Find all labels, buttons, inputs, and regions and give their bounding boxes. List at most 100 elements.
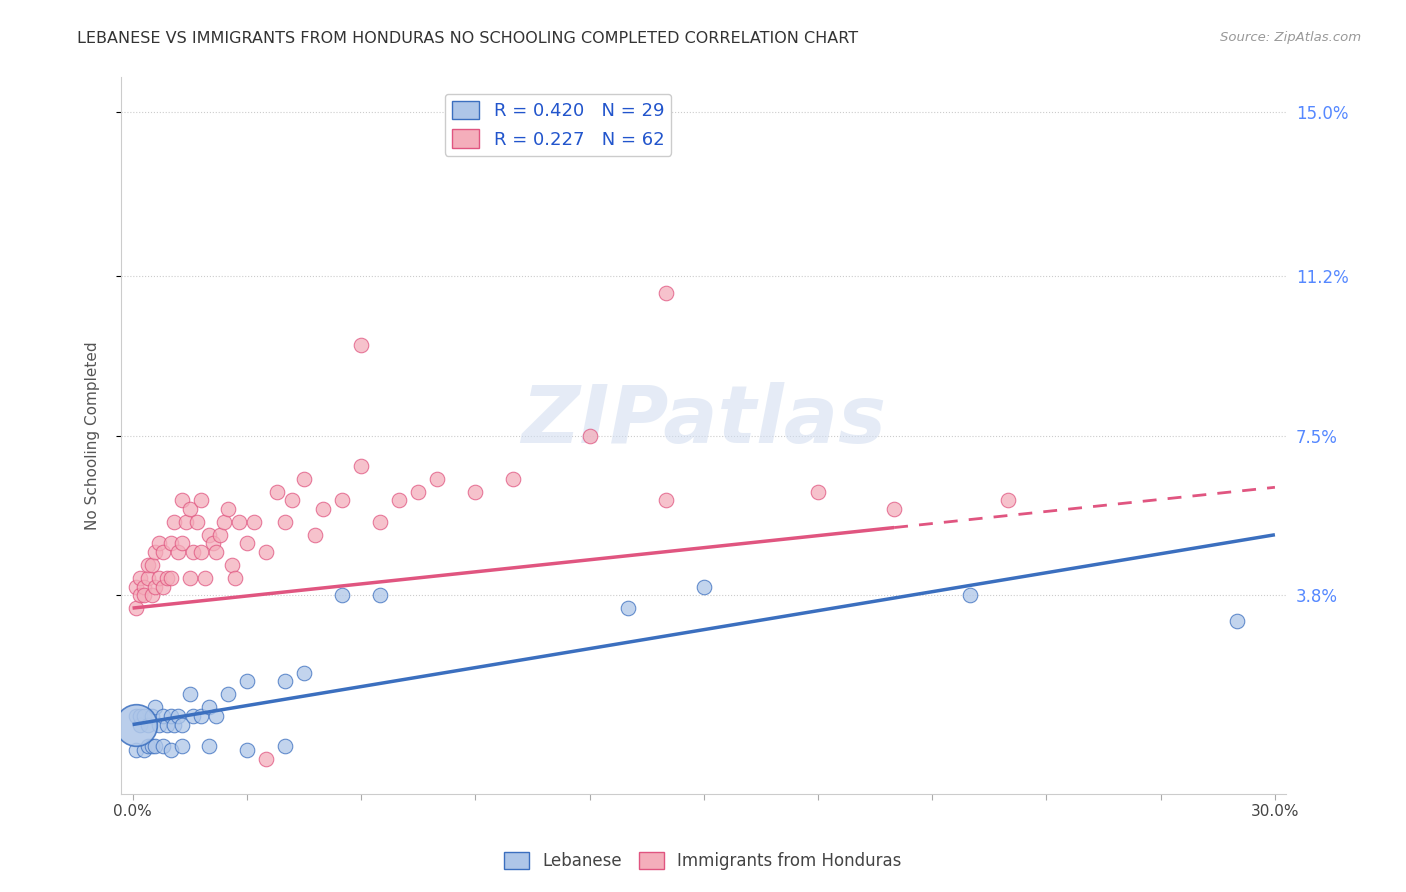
Point	[132, 580, 155, 594]
Point	[163, 515, 186, 529]
Point	[616, 601, 638, 615]
Point	[654, 493, 676, 508]
Point	[145, 700, 167, 714]
Point	[201, 536, 224, 550]
Point	[190, 545, 212, 559]
Point	[228, 515, 250, 529]
Point	[167, 545, 190, 559]
Point	[350, 458, 373, 473]
Point	[183, 709, 205, 723]
Point	[368, 588, 391, 602]
Point	[190, 493, 212, 508]
Point	[236, 743, 259, 757]
Point	[141, 588, 163, 602]
Point	[212, 515, 235, 529]
Point	[883, 501, 905, 516]
Point	[186, 515, 208, 529]
Point	[224, 571, 246, 585]
Point	[159, 743, 181, 757]
Point	[221, 558, 243, 572]
Point	[174, 515, 197, 529]
Point	[148, 571, 170, 585]
Point	[156, 717, 179, 731]
Point	[145, 580, 167, 594]
Point	[959, 588, 981, 602]
Text: Source: ZipAtlas.com: Source: ZipAtlas.com	[1220, 31, 1361, 45]
Text: LEBANESE VS IMMIGRANTS FROM HONDURAS NO SCHOOLING COMPLETED CORRELATION CHART: LEBANESE VS IMMIGRANTS FROM HONDURAS NO …	[77, 31, 859, 46]
Text: ZIPatlas: ZIPatlas	[522, 382, 886, 460]
Point	[170, 536, 193, 550]
Point	[254, 545, 277, 559]
Point	[129, 588, 152, 602]
Point	[125, 601, 148, 615]
Point	[243, 515, 266, 529]
Point	[312, 501, 335, 516]
Point	[136, 717, 159, 731]
Point	[152, 739, 174, 753]
Point	[330, 493, 353, 508]
Point	[136, 739, 159, 753]
Legend: R = 0.420   N = 29, R = 0.227   N = 62: R = 0.420 N = 29, R = 0.227 N = 62	[444, 94, 672, 156]
Point	[217, 687, 239, 701]
Point	[304, 527, 326, 541]
Point	[136, 571, 159, 585]
Point	[330, 588, 353, 602]
Point	[578, 428, 600, 442]
Point	[170, 739, 193, 753]
Point	[129, 709, 152, 723]
Point	[125, 743, 148, 757]
Point	[190, 709, 212, 723]
Point	[156, 571, 179, 585]
Point	[145, 739, 167, 753]
Point	[152, 545, 174, 559]
Point	[141, 739, 163, 753]
Point	[152, 580, 174, 594]
Point	[194, 571, 217, 585]
Point	[205, 545, 228, 559]
Point	[152, 709, 174, 723]
Point	[1226, 614, 1249, 628]
Point	[132, 743, 155, 757]
Point	[274, 515, 297, 529]
Point	[209, 527, 232, 541]
Point	[426, 472, 449, 486]
Point	[167, 709, 190, 723]
Point	[236, 536, 259, 550]
Point	[236, 674, 259, 689]
Point	[292, 472, 315, 486]
Point	[170, 717, 193, 731]
Point	[274, 674, 297, 689]
Point	[217, 501, 239, 516]
Point	[292, 665, 315, 680]
Point	[997, 493, 1019, 508]
Point	[654, 286, 676, 301]
Y-axis label: No Schooling Completed: No Schooling Completed	[86, 342, 100, 530]
Point	[464, 484, 486, 499]
Point	[136, 558, 159, 572]
Point	[170, 493, 193, 508]
Point	[125, 717, 148, 731]
Point	[132, 709, 155, 723]
Point	[183, 545, 205, 559]
Point	[807, 484, 830, 499]
Point	[502, 472, 524, 486]
Point	[179, 687, 201, 701]
Point	[125, 709, 148, 723]
Point	[205, 709, 228, 723]
Point	[148, 536, 170, 550]
Point	[197, 739, 219, 753]
Point	[179, 571, 201, 585]
Point	[129, 717, 152, 731]
Point	[179, 501, 201, 516]
Point	[197, 700, 219, 714]
Point	[125, 580, 148, 594]
Legend: Lebanese, Immigrants from Honduras: Lebanese, Immigrants from Honduras	[498, 845, 908, 877]
Point	[141, 558, 163, 572]
Point	[281, 493, 304, 508]
Point	[266, 484, 288, 499]
Point	[141, 709, 163, 723]
Point	[159, 536, 181, 550]
Point	[148, 717, 170, 731]
Point	[159, 571, 181, 585]
Point	[159, 709, 181, 723]
